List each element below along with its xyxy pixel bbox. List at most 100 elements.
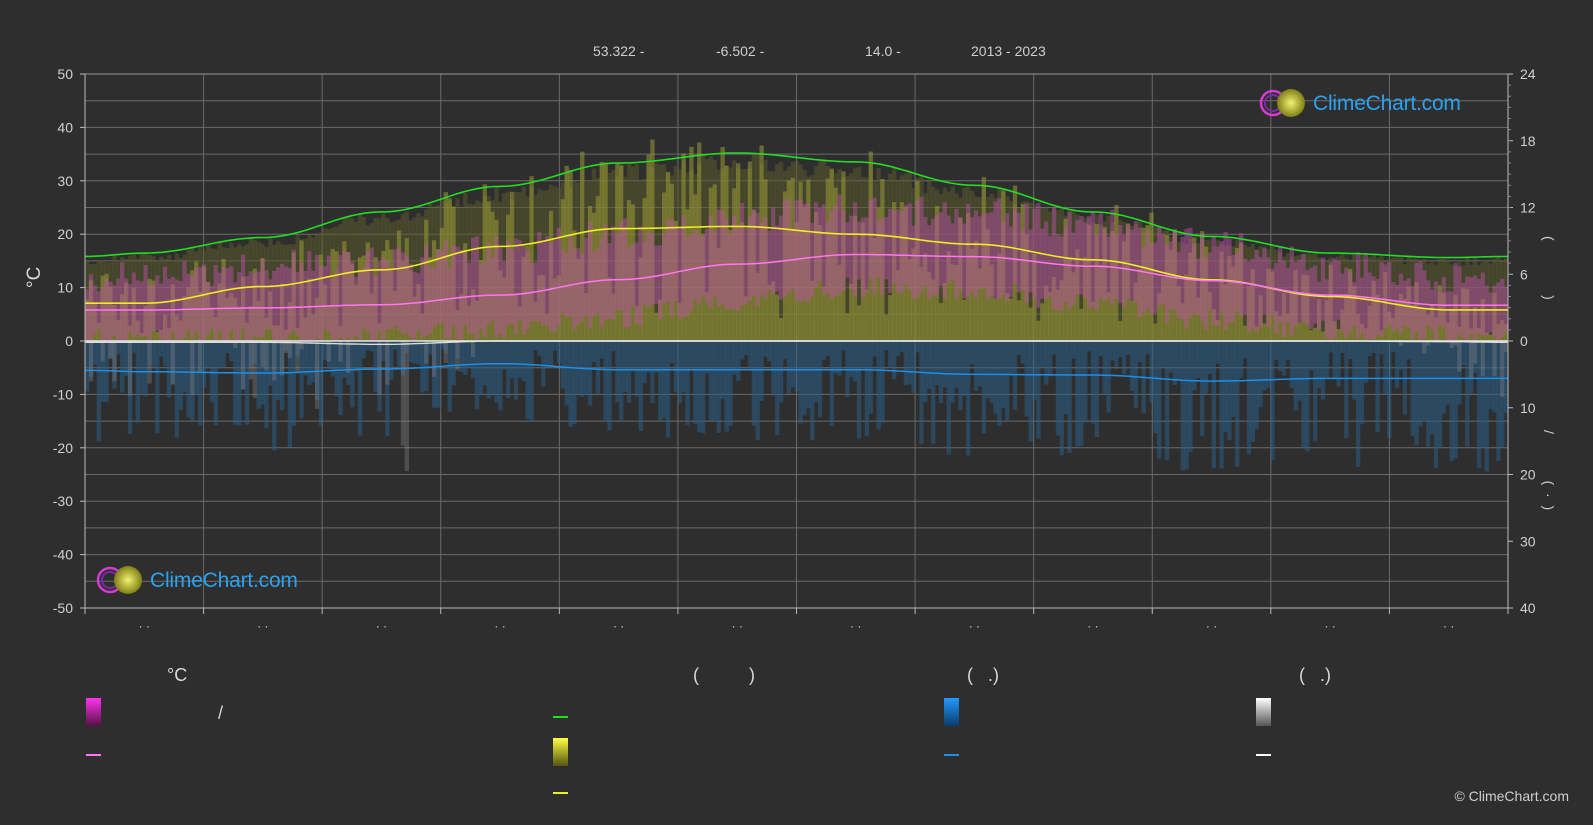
sunshine-bar <box>346 252 351 341</box>
sunshine-bar <box>724 165 729 341</box>
sunshine-bar <box>1258 295 1263 341</box>
temp-range-bar <box>794 200 799 300</box>
rain-bar <box>634 341 640 397</box>
brand-name-bottom[interactable]: ClimeChart.com <box>150 569 298 592</box>
temp-range-bar <box>545 236 550 326</box>
legend-temp-heading: °C <box>167 665 188 685</box>
legend-snow-heading: ( .) <box>1299 665 1331 685</box>
rain-bar <box>1051 341 1057 355</box>
temp-range-bar <box>962 223 967 299</box>
rain-bar <box>977 341 983 387</box>
sunshine-bar <box>888 295 893 341</box>
rain-bar <box>603 341 608 422</box>
snow-bar <box>1449 341 1454 348</box>
sunshine-bar <box>1367 305 1372 341</box>
sunshine-bar <box>229 292 234 341</box>
rain-bar <box>806 341 811 409</box>
sunshine-bar <box>435 249 441 341</box>
rain-bar <box>1445 341 1450 405</box>
daylight-bar <box>755 154 760 341</box>
daily-bars <box>85 139 1509 472</box>
rain-bar <box>732 341 737 375</box>
rain-bar <box>1391 341 1396 353</box>
temp-range-bar <box>814 202 819 288</box>
daylight-bar <box>1258 246 1263 341</box>
temp-range-bar <box>669 219 675 317</box>
snow-bar <box>299 341 304 350</box>
rain-bar <box>478 341 484 396</box>
sunshine-bar <box>225 297 230 341</box>
temp-range-bar <box>1457 266 1462 335</box>
rain-bar <box>747 341 753 369</box>
snow-bar <box>1457 341 1462 372</box>
daylight-bar <box>96 260 101 341</box>
rain-bar <box>669 341 675 364</box>
rain-bar <box>143 341 148 397</box>
temp-range-bar <box>1410 286 1415 339</box>
daylight-bar <box>1047 211 1053 341</box>
temp-range-bar <box>1262 248 1267 314</box>
daylight-bar <box>162 258 168 341</box>
temp-range-bar <box>517 240 523 321</box>
daylight-bar <box>1028 202 1033 341</box>
sunshine-bar <box>603 162 608 341</box>
right-tick-label-precip: 0 <box>1520 333 1528 349</box>
temp-range-bar <box>755 212 760 306</box>
sunshine-bar <box>1332 321 1337 341</box>
daylight-bar <box>1044 207 1049 341</box>
temp-range-bar <box>435 249 441 325</box>
rain-bar <box>1192 341 1197 391</box>
rain-bar <box>981 341 986 434</box>
temp-range-bar <box>1102 228 1107 301</box>
daylight-bar <box>1211 245 1217 341</box>
brand-name-top[interactable]: ClimeChart.com <box>1313 92 1461 115</box>
rain-bar <box>923 341 928 402</box>
temp-range-bar <box>1137 227 1142 318</box>
right-tick-label-hours: 6 <box>1520 266 1528 282</box>
rain-bar <box>1258 341 1263 408</box>
sunshine-bar <box>1250 269 1255 341</box>
sunshine-bar <box>665 171 671 341</box>
snow-bar <box>287 341 293 358</box>
temp-range-bar <box>693 229 698 299</box>
rain-bar <box>451 341 456 386</box>
rain-line <box>85 362 1508 382</box>
rain-bar <box>1371 341 1376 354</box>
temp-range-bar <box>264 270 269 330</box>
daylight-bar <box>634 164 640 341</box>
x-tick-label: · · <box>139 619 150 633</box>
sunshine-bar <box>782 191 788 341</box>
temp-range-bar <box>720 210 725 304</box>
temp-range-bar <box>1441 277 1447 328</box>
temp-range-bar <box>1231 254 1236 323</box>
daylight-bar <box>392 220 398 341</box>
temp-range-bar <box>958 217 963 290</box>
temp-range-bar <box>1059 236 1064 311</box>
rain-bar <box>689 341 694 369</box>
rain-bar <box>759 341 764 402</box>
sunshine-bar <box>272 325 277 341</box>
y-tick-label: 20 <box>57 226 73 242</box>
temp-range-bar <box>884 217 889 280</box>
sunshine-bar <box>934 205 940 341</box>
rain-bar <box>946 341 951 455</box>
sunshine-bar <box>712 184 717 341</box>
sunshine-bar <box>864 289 870 341</box>
temp-range-bar <box>743 227 749 305</box>
sunshine-bar <box>1040 303 1045 341</box>
rain-bar <box>400 341 406 376</box>
rain-bar <box>853 341 858 382</box>
rain-bar <box>700 341 706 434</box>
daylight-bar <box>459 207 464 341</box>
rain-bar <box>521 341 526 382</box>
rain-bar <box>767 341 772 362</box>
temp-range-bar <box>295 271 300 336</box>
temp-range-bar <box>634 242 640 324</box>
sunshine-bar <box>884 314 889 341</box>
rain-bar <box>1313 341 1318 441</box>
rain-bar <box>155 341 160 434</box>
daylight-bar <box>1449 264 1454 341</box>
rain-bar <box>1110 341 1115 361</box>
rain-bar <box>517 341 523 378</box>
sunshine-bar <box>623 226 628 341</box>
